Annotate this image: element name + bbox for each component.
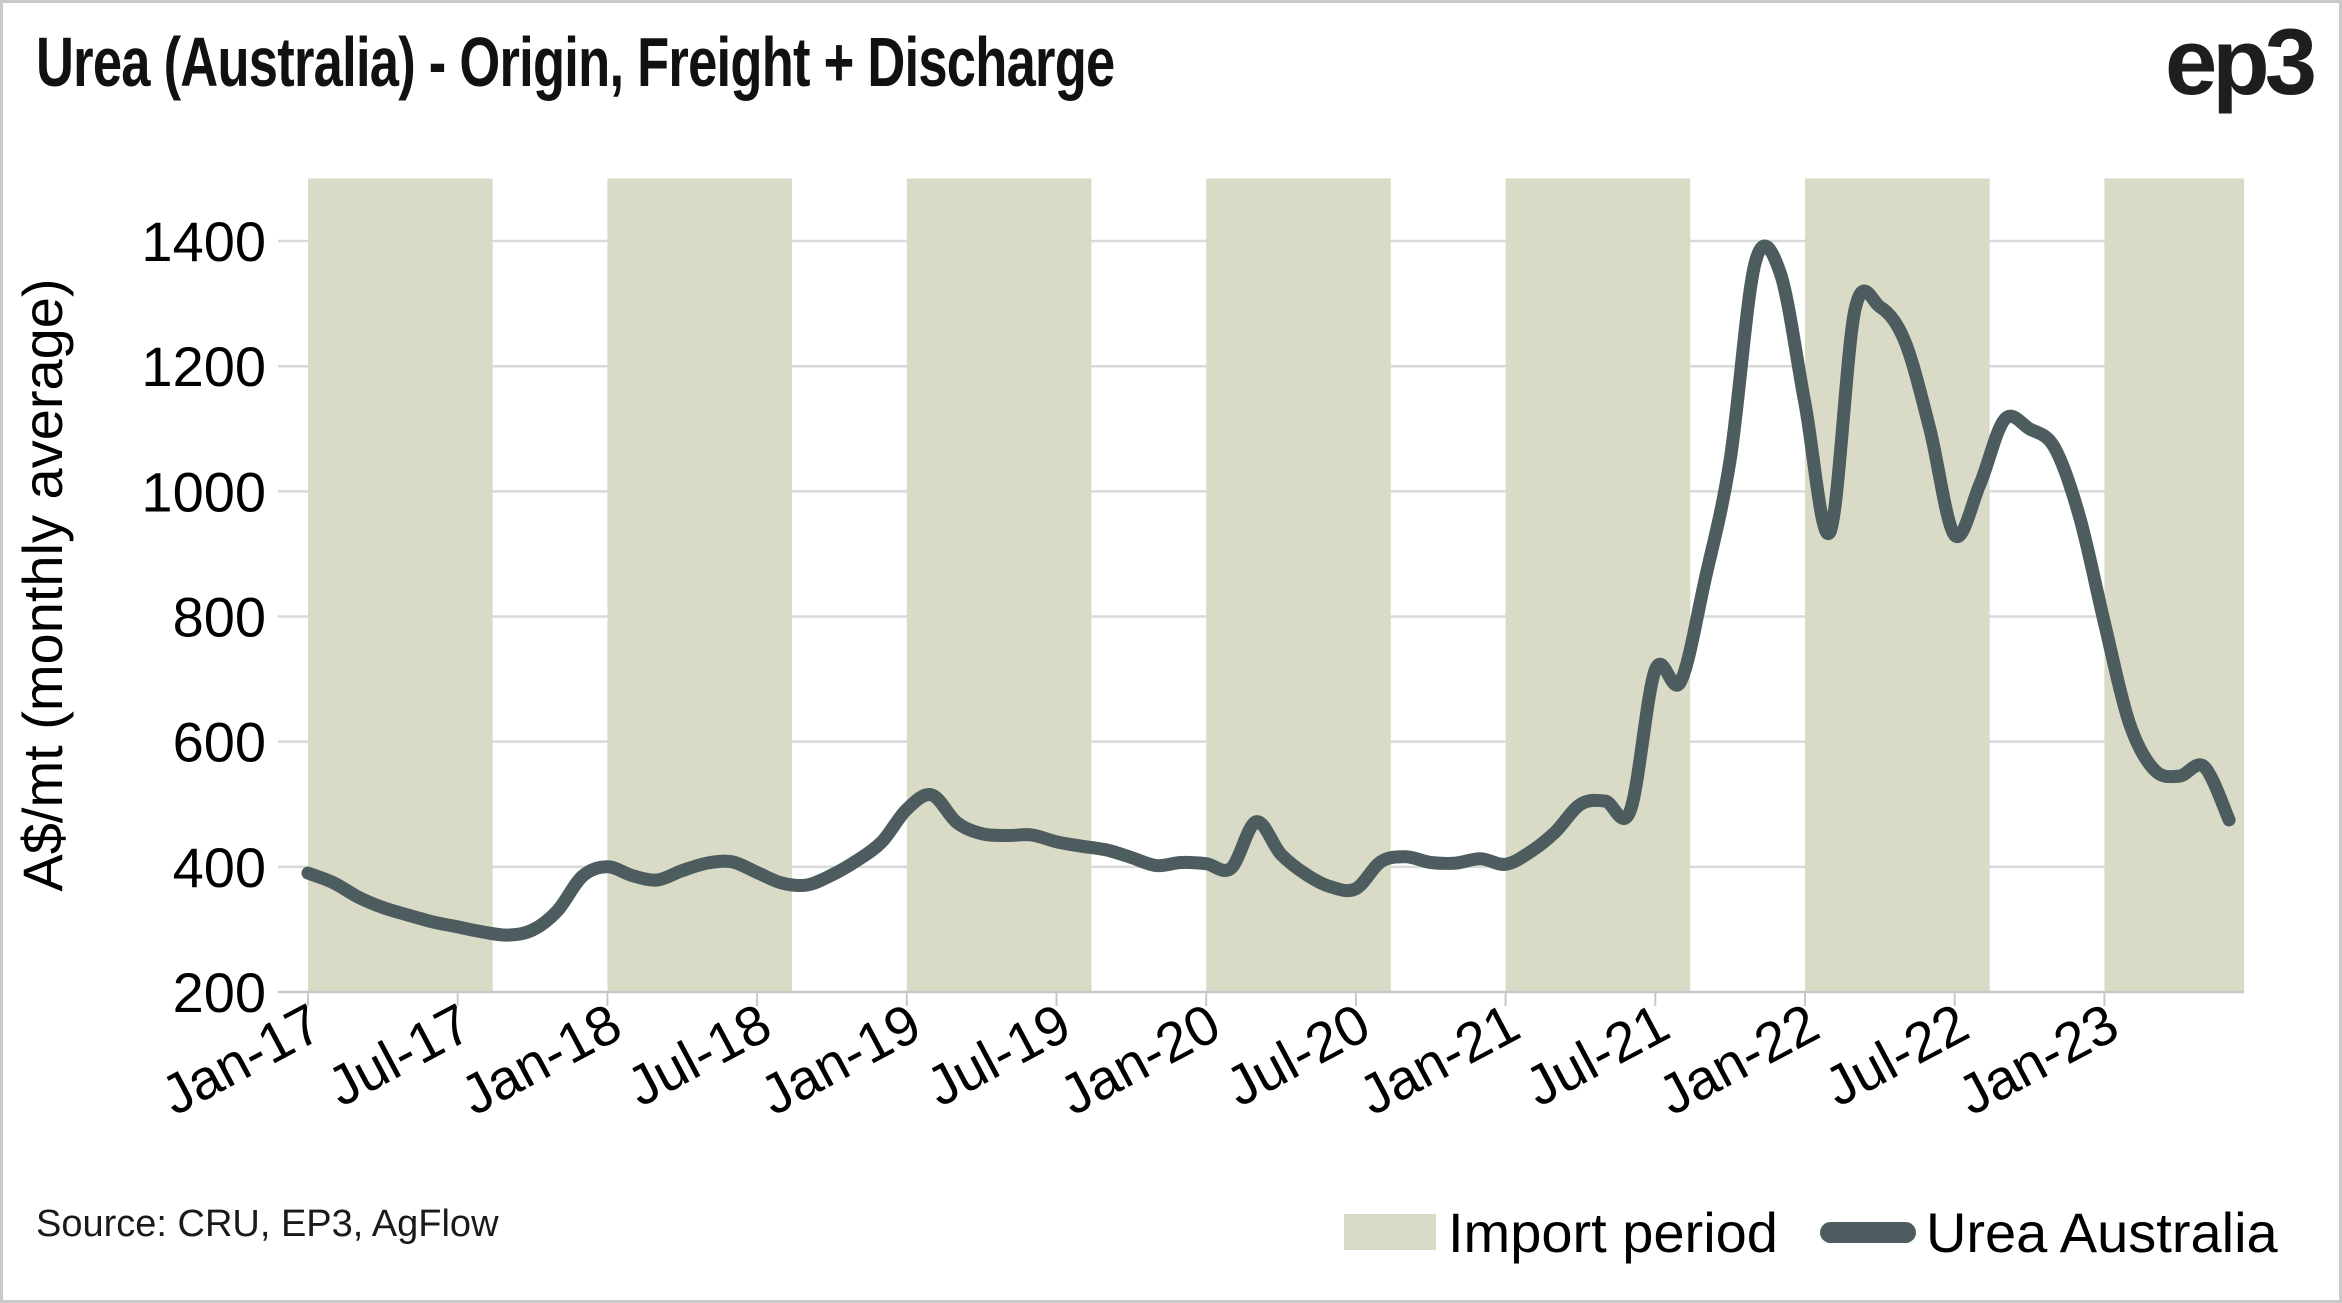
x-tick-label: Jan-23 — [1947, 991, 2128, 1127]
x-tick-label: Jan-18 — [450, 991, 631, 1127]
import-period-label: Import period — [1448, 1200, 1778, 1264]
x-tick-label: Jan-20 — [1049, 991, 1230, 1127]
x-tick-label: Jul-20 — [1215, 991, 1379, 1118]
y-tick-label: 200 — [173, 961, 266, 1024]
x-tick-label: Jan-19 — [750, 991, 931, 1127]
y-tick-label: 400 — [173, 836, 266, 899]
legend: Import period Urea Australia — [1344, 1196, 2278, 1268]
x-tick-label: Jul-21 — [1515, 991, 1679, 1118]
x-tick-label: Jan-21 — [1348, 991, 1529, 1127]
series-line — [301, 239, 2236, 942]
import-period-band — [607, 178, 793, 992]
x-tick-label: Jul-17 — [317, 991, 481, 1118]
x-tick-label: Jul-19 — [916, 991, 1080, 1118]
urea-line-swatch — [1819, 1221, 1916, 1243]
x-tick-label: Jul-18 — [616, 991, 780, 1118]
x-tick-label: Jul-22 — [1814, 991, 1978, 1118]
import-period-band — [2104, 178, 2245, 992]
x-tick-label: Jan-22 — [1648, 991, 1829, 1127]
import-period-band — [906, 178, 1092, 992]
import-period-swatch — [1344, 1214, 1436, 1250]
y-axis-label: A$/mt (monthly average) — [11, 278, 74, 891]
source-note: Source: CRU, EP3, AgFlow — [36, 1203, 499, 1245]
import-period-band — [308, 178, 493, 992]
y-tick-label: 1000 — [141, 460, 266, 523]
y-tick-label: 1200 — [141, 335, 266, 398]
y-tick-label: 800 — [173, 586, 266, 649]
ep3-logo: ep3 — [2165, 9, 2317, 114]
urea-line-label: Urea Australia — [1925, 1200, 2278, 1264]
chart-title: Urea (Australia) - Origin, Freight + Dis… — [36, 23, 1115, 101]
import-period-band — [1805, 178, 1990, 992]
y-tick-label: 600 — [173, 711, 266, 774]
y-tick-label: 1400 — [141, 210, 266, 273]
import-period-band — [1505, 178, 1691, 992]
